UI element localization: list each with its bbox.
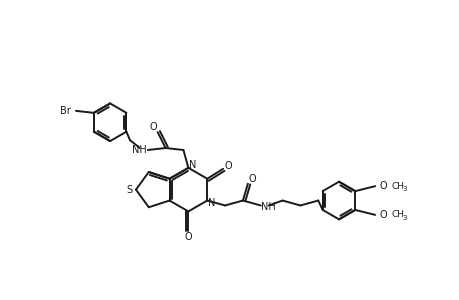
Text: 3: 3 xyxy=(402,186,407,192)
Text: O: O xyxy=(247,174,255,184)
Text: 3: 3 xyxy=(402,215,407,221)
Text: S: S xyxy=(126,184,132,195)
Text: O: O xyxy=(184,232,192,242)
Text: O: O xyxy=(378,181,386,191)
Text: CH: CH xyxy=(390,182,403,191)
Text: O: O xyxy=(224,161,231,171)
Text: N: N xyxy=(188,160,196,170)
Text: NH: NH xyxy=(132,145,147,155)
Text: O: O xyxy=(378,210,386,220)
Text: CH: CH xyxy=(390,210,403,219)
Text: Br: Br xyxy=(60,106,71,116)
Text: N: N xyxy=(207,199,214,208)
Text: NH: NH xyxy=(261,202,275,212)
Text: O: O xyxy=(150,122,157,132)
